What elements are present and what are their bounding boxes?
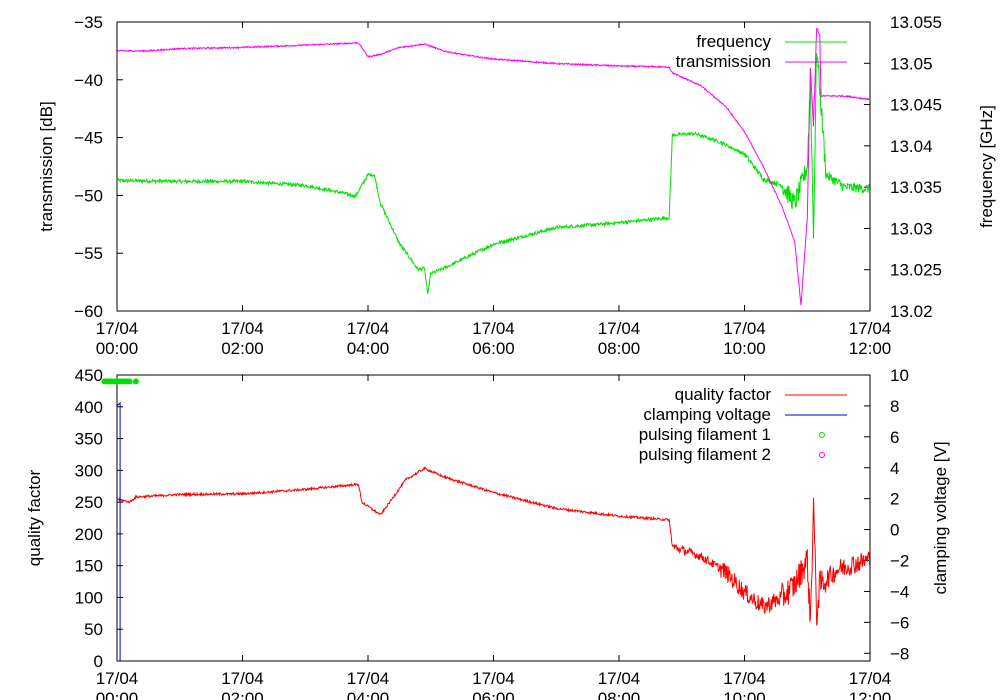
y2-tick-label: 0: [890, 521, 899, 540]
scatter-point: [132, 378, 139, 385]
x-tick-date: 17/04: [723, 319, 766, 338]
y-tick-label: −50: [74, 186, 103, 205]
x-tick-time: 04:00: [347, 339, 390, 358]
x-tick-date: 17/04: [598, 319, 641, 338]
y-tick-label: −40: [74, 71, 103, 90]
y-tick-label: 100: [75, 588, 103, 607]
x-tick-time: 00:00: [96, 689, 139, 700]
y-tick-label: 50: [84, 620, 103, 639]
series-line-transmission: [117, 27, 870, 306]
x-tick-date: 17/04: [598, 669, 641, 688]
legend-label: transmission: [676, 52, 771, 71]
x-tick-time: 10:00: [723, 689, 766, 700]
x-tick-date: 17/04: [347, 319, 390, 338]
y-tick-label: 150: [75, 557, 103, 576]
x-tick-date: 17/04: [221, 669, 264, 688]
y2-tick-label: −2: [890, 552, 909, 571]
y2-axis-label: frequency [GHz]: [977, 105, 996, 228]
x-tick-date: 17/04: [221, 319, 264, 338]
y2-tick-label: 13.035: [890, 178, 942, 197]
y-tick-label: −45: [74, 129, 103, 148]
legend-label: pulsing filament 2: [639, 445, 771, 464]
x-tick-date: 17/04: [472, 669, 515, 688]
y-tick-label: −55: [74, 244, 103, 263]
y2-tick-label: 13.045: [890, 96, 942, 115]
scatter-point: [126, 378, 133, 385]
series-line-clamping-voltage: [117, 401, 121, 661]
x-tick-time: 08:00: [598, 689, 641, 700]
x-tick-time: 06:00: [472, 689, 515, 700]
y-tick-label: 350: [75, 430, 103, 449]
x-tick-time: 06:00: [472, 339, 515, 358]
x-tick-date: 17/04: [849, 319, 892, 338]
legend-label: frequency: [696, 32, 771, 51]
x-tick-date: 17/04: [96, 319, 139, 338]
y2-tick-label: 6: [890, 428, 899, 447]
y-tick-label: −60: [74, 302, 103, 321]
series-line-quality-factor: [117, 466, 870, 626]
y-tick-label: −35: [74, 13, 103, 32]
y2-tick-label: 13.055: [890, 13, 942, 32]
legend-label: quality factor: [675, 385, 772, 404]
x-tick-date: 17/04: [849, 669, 892, 688]
y-tick-label: 0: [94, 652, 103, 671]
top-panel: 17/0400:0017/0402:0017/0404:0017/0406:00…: [37, 13, 996, 358]
y2-tick-label: 8: [890, 397, 899, 416]
legend-marker: [819, 452, 825, 458]
y-tick-label: 450: [75, 366, 103, 385]
x-tick-date: 17/04: [723, 669, 766, 688]
y-tick-label: 250: [75, 493, 103, 512]
y-axis-label: transmission [dB]: [37, 101, 56, 231]
x-tick-date: 17/04: [347, 669, 390, 688]
x-tick-time: 10:00: [723, 339, 766, 358]
legend-label: clamping voltage: [643, 405, 771, 424]
y2-tick-label: 13.03: [890, 219, 933, 238]
y2-tick-label: 13.04: [890, 137, 933, 156]
bottom-panel: 17/0400:0017/0402:0017/0404:0017/0406:00…: [25, 366, 950, 700]
y2-tick-label: −4: [890, 582, 909, 601]
x-tick-date: 17/04: [472, 319, 515, 338]
y2-axis-label: clamping voltage [V]: [931, 441, 950, 594]
x-tick-time: 02:00: [221, 689, 264, 700]
x-tick-time: 02:00: [221, 339, 264, 358]
y2-tick-label: 13.025: [890, 261, 942, 280]
y2-tick-label: 4: [890, 459, 899, 478]
x-tick-date: 17/04: [96, 669, 139, 688]
x-tick-time: 12:00: [849, 689, 892, 700]
legend-label: pulsing filament 1: [639, 425, 771, 444]
y2-tick-label: 13.02: [890, 302, 933, 321]
y-tick-label: 200: [75, 525, 103, 544]
x-tick-time: 04:00: [347, 689, 390, 700]
y2-tick-label: −8: [890, 644, 909, 663]
y2-tick-label: 13.05: [890, 54, 933, 73]
x-tick-time: 00:00: [96, 339, 139, 358]
x-tick-time: 12:00: [849, 339, 892, 358]
y2-tick-label: 2: [890, 490, 899, 509]
y-tick-label: 300: [75, 461, 103, 480]
y2-tick-label: 10: [890, 366, 909, 385]
x-tick-time: 08:00: [598, 339, 641, 358]
y-axis-label: quality factor: [25, 469, 44, 566]
y2-tick-label: −6: [890, 613, 909, 632]
series-line-frequency: [117, 52, 870, 295]
y-tick-label: 400: [75, 398, 103, 417]
legend-marker: [819, 432, 825, 438]
